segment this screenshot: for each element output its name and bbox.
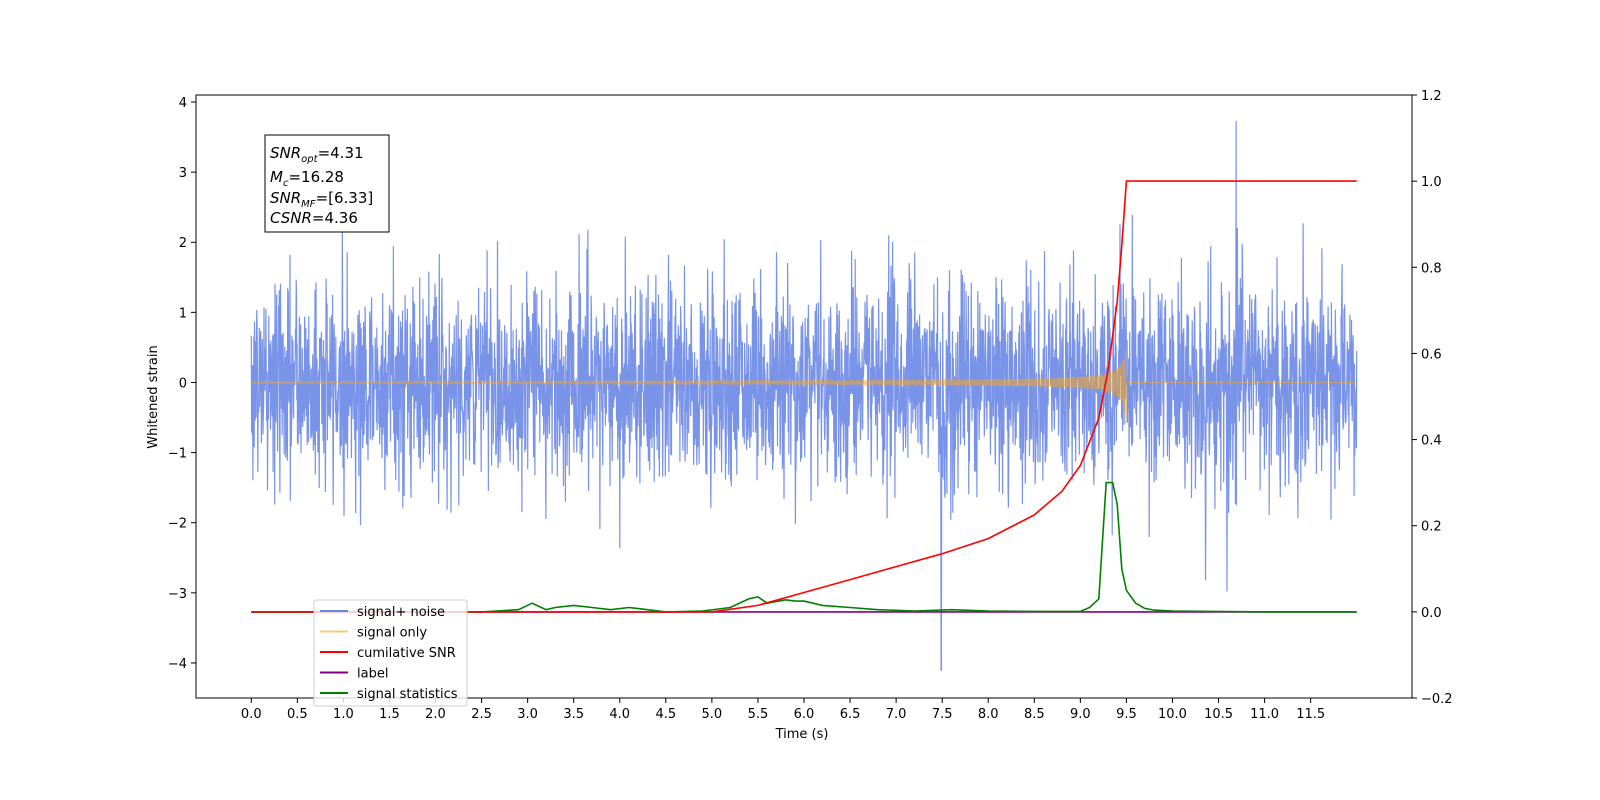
y-tick-label: −2: [168, 517, 187, 532]
x-tick-label: 3.5: [563, 707, 584, 722]
y2-tick-label: 0.0: [1421, 606, 1442, 621]
y-tick-label: −4: [168, 657, 187, 672]
annotation-csnr: CSNR=4.36: [270, 209, 358, 227]
y2-tick-label: 1.0: [1421, 175, 1442, 190]
x-tick-label: 6.0: [794, 707, 815, 722]
y-tick-label: 1: [179, 306, 187, 321]
x-tick-label: 10.5: [1204, 707, 1233, 722]
x-tick-label: 2.5: [471, 707, 492, 722]
annotation-mc: Mc=16.28: [270, 168, 344, 189]
series-signal-statistics: [251, 481, 1357, 613]
x-tick-label: 11.0: [1250, 707, 1279, 722]
y2-tick-label: 0.2: [1421, 520, 1442, 535]
legend-label: signal statistics: [357, 687, 458, 702]
annotation-snr-opt: SNRopt=4.31: [270, 144, 364, 165]
x-tick-label: 10.0: [1158, 707, 1187, 722]
x-tick-label: 9.0: [1070, 707, 1091, 722]
series-cumilative-snr: [251, 180, 1357, 613]
y-tick-label: 2: [179, 236, 187, 251]
x-tick-label: 7.5: [932, 707, 953, 722]
x-tick-label: 7.0: [886, 707, 907, 722]
y2-tick-label: 0.6: [1421, 347, 1442, 362]
x-tick-label: 4.5: [655, 707, 676, 722]
y2-tick-label: −0.2: [1421, 692, 1453, 707]
y-tick-label: 4: [179, 96, 187, 111]
x-tick-label: 9.5: [1116, 707, 1137, 722]
x-tick-label: 0.0: [241, 707, 262, 722]
series-signal-only: [250, 349, 1357, 424]
x-tick-label: 0.5: [287, 707, 308, 722]
legend-label: cumilative SNR: [357, 646, 456, 661]
legend-label: signal+ noise: [357, 605, 445, 620]
x-tick-label: 3.0: [517, 707, 538, 722]
series-signal-noise: [250, 120, 1358, 671]
x-tick-label: 1.0: [333, 707, 354, 722]
y2-tick-label: 1.2: [1421, 89, 1442, 104]
x-tick-label: 2.0: [425, 707, 446, 722]
axes: 0.0 0.5 1.0 1.5 2.0 2.5 3.0 3.5 4.0 4.5 5.0 5.5 6.0 6…: [168, 89, 1453, 722]
legend: signal+ noise signal only cumilative SNR la…: [313, 599, 468, 707]
y-tick-label: −1: [168, 447, 187, 462]
x-tick-label: 5.5: [748, 707, 769, 722]
y-tick-label: 3: [179, 166, 187, 181]
y-tick-label: 0: [179, 376, 187, 391]
x-tick-label: 6.5: [840, 707, 861, 722]
legend-label: label: [357, 667, 388, 682]
y-axis-label: Whitened strain: [146, 345, 161, 448]
x-tick-label: 8.5: [1024, 707, 1045, 722]
x-tick-label: 1.5: [379, 707, 400, 722]
stats-annotation-box: SNRopt=4.31 Mc=16.28 SNRMF=[6.33] CSNR=4…: [264, 134, 390, 233]
x-axis-label: Time (s): [775, 727, 829, 742]
x-tick-label: 8.0: [978, 707, 999, 722]
y-tick-label: −3: [168, 587, 187, 602]
x-tick-label: 5.0: [702, 707, 723, 722]
y2-tick-label: 0.4: [1421, 434, 1442, 449]
x-tick-label: 4.0: [609, 707, 630, 722]
y2-tick-label: 0.8: [1421, 261, 1442, 276]
x-tick-label: 11.5: [1296, 707, 1325, 722]
annotation-snr-mf: SNRMF=[6.33]: [270, 189, 373, 210]
legend-label: signal only: [357, 626, 427, 641]
